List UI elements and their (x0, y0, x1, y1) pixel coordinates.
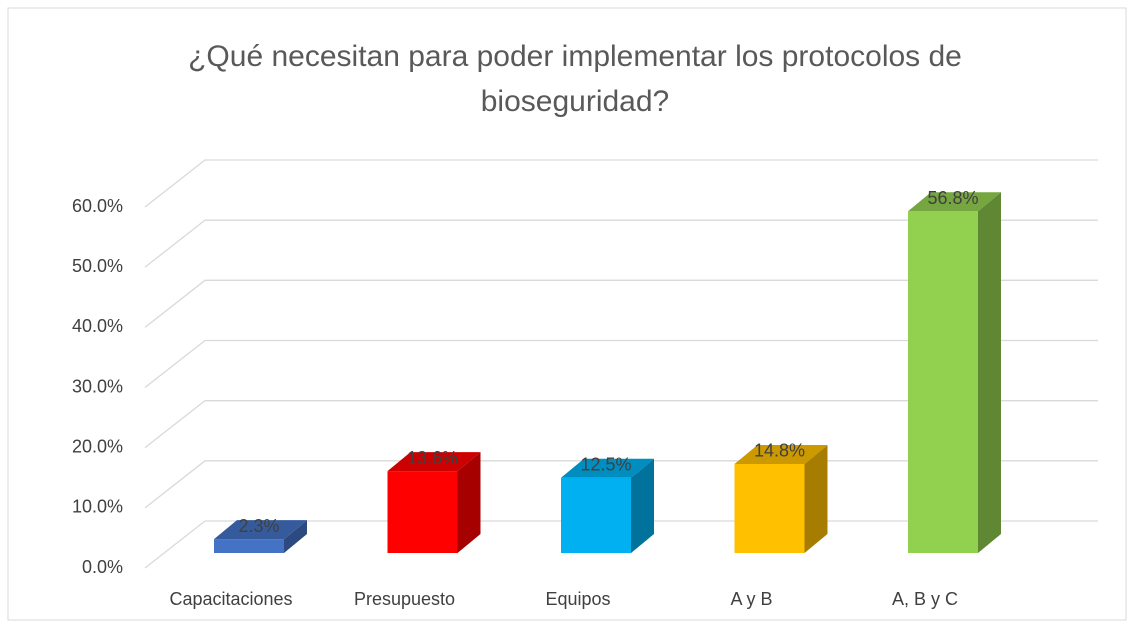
y-tick-label: 10.0% (72, 497, 123, 517)
y-tick-label: 0.0% (82, 557, 123, 577)
grid-line (144, 219, 1098, 268)
x-tick-label: Capacitaciones (169, 589, 292, 609)
grid-line (144, 279, 1098, 328)
bar-top (561, 458, 654, 478)
x-tick-label: Presupuesto (354, 589, 455, 609)
data-label: 56.8% (927, 188, 978, 208)
bar-front (214, 539, 284, 553)
chart-title: bioseguridad? (481, 85, 669, 118)
bar-front (908, 211, 978, 553)
bar-top (214, 520, 307, 540)
bar (908, 192, 1001, 553)
bar-side (457, 452, 481, 553)
grid-line (144, 400, 1098, 449)
y-tick-label: 60.0% (72, 196, 123, 216)
bar (214, 520, 307, 553)
data-label: 12.5% (580, 455, 631, 475)
bar-top (387, 452, 481, 472)
y-tick-label: 30.0% (72, 376, 123, 396)
bar-side (804, 444, 828, 553)
grid-line (144, 339, 1098, 389)
bar-side (284, 520, 307, 553)
bar (561, 458, 654, 553)
x-tick-label: Equipos (545, 589, 610, 609)
data-label: 2.3% (238, 516, 279, 536)
bar-top (908, 192, 1001, 212)
x-tick-label: A y B (730, 589, 772, 609)
grid-line (144, 159, 1098, 208)
bar-front (387, 471, 458, 553)
bar-side (631, 458, 654, 553)
bar (387, 452, 481, 553)
y-tick-label: 40.0% (72, 316, 123, 336)
y-tick-label: 20.0% (72, 436, 123, 456)
bar-front (734, 463, 805, 553)
bar (734, 444, 828, 553)
data-label: 14.8% (754, 441, 805, 461)
bar-front (561, 477, 631, 553)
chart-title: ¿Qué necesitan para poder implementar lo… (188, 40, 962, 73)
x-tick-label: A, B y C (892, 589, 958, 609)
data-label: 13.6% (407, 448, 458, 468)
y-tick-label: 50.0% (72, 256, 123, 276)
bar-side (978, 192, 1001, 553)
bar-top (734, 444, 828, 464)
